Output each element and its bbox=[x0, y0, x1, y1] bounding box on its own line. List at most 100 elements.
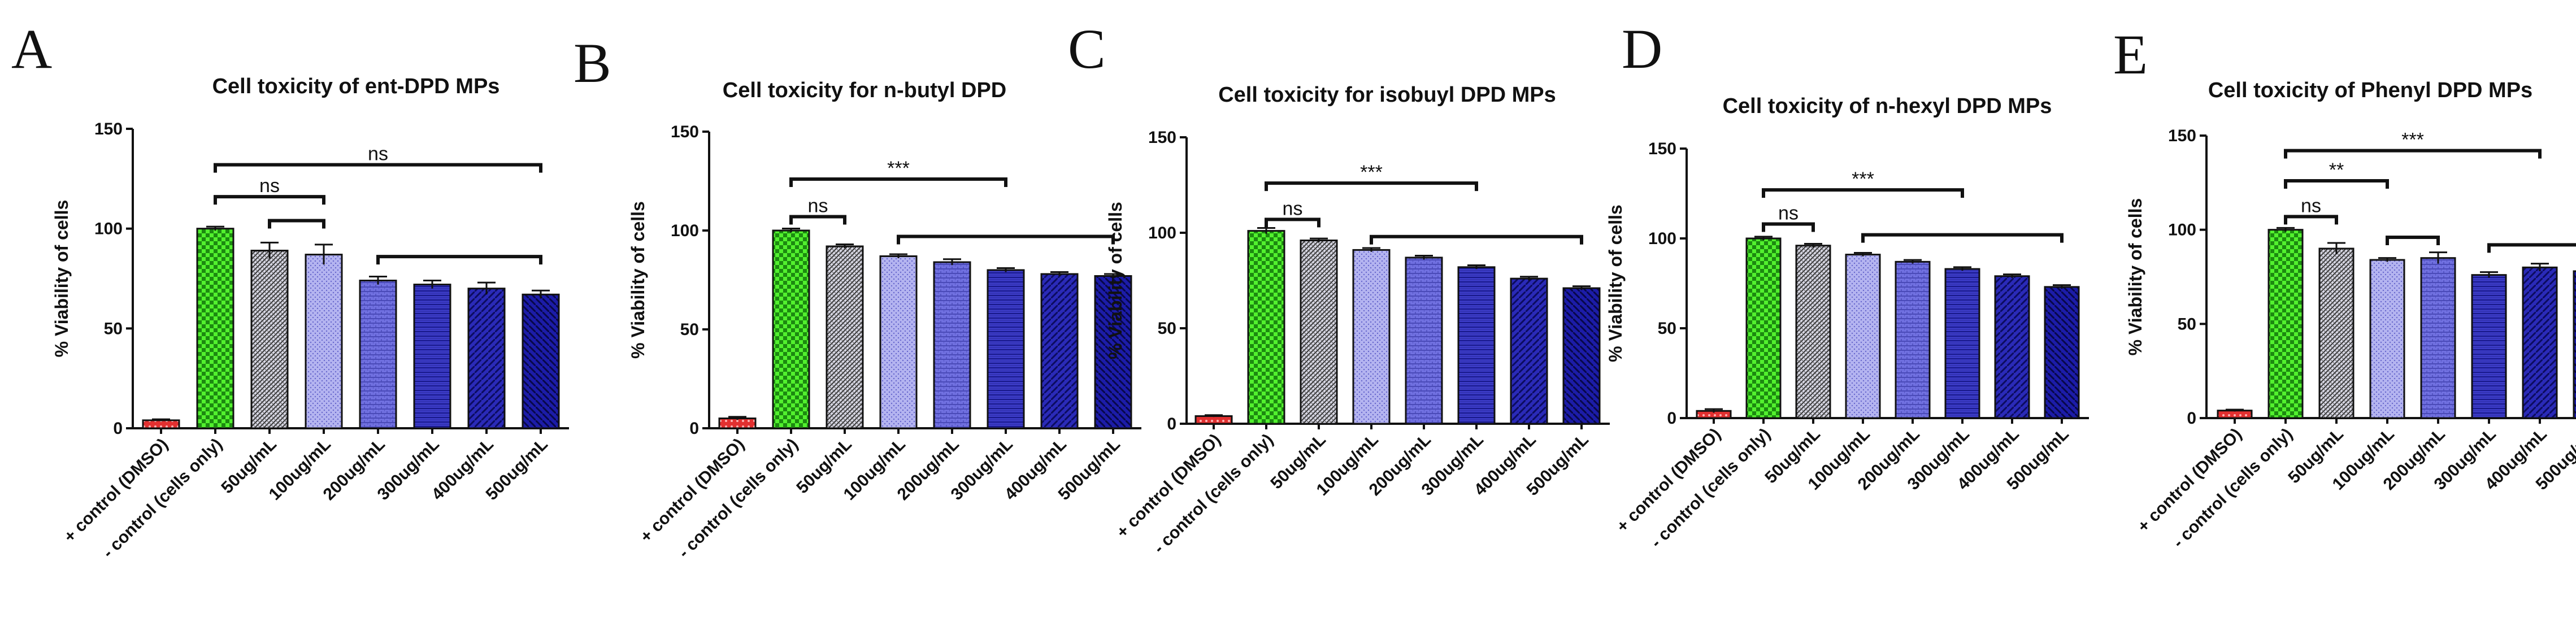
y-tick-label: 100 bbox=[2168, 221, 2196, 240]
error-bar bbox=[1362, 247, 1380, 252]
y-tick-label: 100 bbox=[1148, 224, 1176, 242]
error-bar bbox=[2480, 271, 2498, 278]
error-bar bbox=[1904, 259, 1922, 264]
significance-bracket bbox=[1762, 188, 1964, 198]
significance-bracket bbox=[2487, 243, 2576, 253]
bar-500ug-ml bbox=[1562, 287, 1601, 425]
bar-control-cells-only bbox=[2267, 229, 2304, 419]
significance-bracket bbox=[214, 163, 542, 173]
error-bar bbox=[728, 416, 746, 420]
panel-d: D Cell toxicity of n-hexyl DPD MPs % Viabi… bbox=[1605, 18, 2089, 551]
significance-bracket bbox=[2284, 179, 2389, 189]
error-bar bbox=[2277, 227, 2295, 232]
significance-bracket bbox=[2386, 236, 2440, 245]
bar-500ug-ml bbox=[2573, 270, 2576, 419]
bar-50ug-ml bbox=[826, 245, 864, 429]
error-bar bbox=[369, 275, 387, 285]
significance-bracket bbox=[1762, 222, 1815, 232]
bar-300ug-ml bbox=[1944, 268, 1980, 419]
error-bar bbox=[836, 244, 854, 249]
significance-label: ns bbox=[1778, 203, 1799, 224]
error-bar bbox=[1104, 273, 1122, 278]
x-tick-label: + control (DMSO) bbox=[60, 435, 172, 546]
error-bar bbox=[1854, 251, 1872, 257]
error-bar bbox=[997, 267, 1015, 272]
y-tick-label: 150 bbox=[671, 123, 699, 141]
bar-500ug-ml bbox=[2044, 286, 2080, 419]
bar-50ug-ml bbox=[1300, 240, 1338, 425]
error-bar bbox=[1953, 266, 1971, 271]
significance-bracket bbox=[789, 215, 846, 225]
error-bar bbox=[1050, 271, 1068, 276]
y-tick-label: 0 bbox=[1667, 409, 1676, 428]
error-bar bbox=[2378, 257, 2396, 262]
bar-300ug-ml bbox=[987, 269, 1025, 429]
x-tick-label: + control (DMSO) bbox=[637, 435, 748, 546]
y-axis-label: % Viability of cells bbox=[628, 201, 648, 359]
bar-control-dmso bbox=[142, 419, 180, 429]
significance-label: ns bbox=[2301, 195, 2321, 216]
panel-a: A Cell toxicity of ent-DPD MPs % Viability… bbox=[11, 18, 569, 562]
y-axis-label: % Viability of cells bbox=[51, 200, 72, 358]
panel-letter: E bbox=[2113, 23, 2148, 86]
chart-title: Cell toxicity of Phenyl DPD MPs bbox=[2208, 79, 2532, 102]
significance-bracket bbox=[268, 219, 325, 229]
significance-bracket bbox=[897, 234, 1115, 245]
bar-200ug-ml bbox=[1895, 260, 1931, 419]
bar-control-cells-only bbox=[1247, 230, 1285, 425]
y-axis-label: % Viability of cells bbox=[1105, 202, 1126, 359]
y-tick-label: 50 bbox=[1658, 319, 1676, 338]
y-axis-label: % Viability of cells bbox=[2125, 198, 2145, 356]
bar-100ug-ml bbox=[879, 255, 918, 429]
significance-label: ns bbox=[259, 175, 280, 197]
bar-200ug-ml bbox=[359, 280, 397, 429]
y-tick-label: 50 bbox=[104, 319, 123, 338]
y-tick-label: 50 bbox=[1158, 319, 1176, 338]
error-bar bbox=[260, 241, 279, 259]
y-tick-label: 150 bbox=[2168, 127, 2196, 145]
significance-label: ns bbox=[368, 144, 388, 165]
bar-control-dmso bbox=[2217, 410, 2253, 419]
bar-300ug-ml bbox=[1457, 266, 1496, 425]
y-tick-label: 100 bbox=[1648, 229, 1676, 248]
significance-bracket bbox=[1265, 181, 1478, 192]
error-bar bbox=[2053, 284, 2071, 289]
bar-control-cells-only bbox=[196, 228, 234, 429]
bar-control-cells-only bbox=[772, 229, 810, 429]
panel-letter: D bbox=[1622, 18, 1662, 80]
panel-letter: C bbox=[1068, 18, 1106, 80]
y-tick-label: 100 bbox=[94, 220, 123, 238]
y-axis-label: % Viability of cells bbox=[1605, 205, 1626, 362]
error-bar bbox=[2429, 251, 2447, 264]
bar-400ug-ml bbox=[2522, 266, 2558, 419]
error-bar bbox=[2327, 242, 2345, 254]
error-bar bbox=[782, 228, 800, 233]
bar-control-dmso bbox=[1194, 415, 1233, 425]
bar-50ug-ml bbox=[250, 250, 289, 429]
bar-300ug-ml bbox=[2471, 274, 2507, 419]
panel-c: C Cell toxicity for isobuyl DPD MPs % Viab… bbox=[1068, 18, 1610, 557]
chart-title: Cell toxicity for n-butyl DPD bbox=[723, 79, 1006, 102]
error-bar bbox=[2531, 263, 2549, 271]
y-tick-label: 150 bbox=[1148, 128, 1176, 147]
panel-letter: A bbox=[11, 18, 52, 80]
y-tick-label: 50 bbox=[2178, 315, 2196, 333]
significance-bracket bbox=[789, 177, 1007, 187]
error-bar bbox=[1415, 255, 1433, 260]
bar-50ug-ml bbox=[2318, 247, 2355, 419]
bar-control-cells-only bbox=[1745, 237, 1782, 419]
error-bar bbox=[477, 281, 496, 295]
panel-b: B Cell toxicity for n-butyl DPD % Viabilit… bbox=[574, 32, 1141, 562]
panel-e: E Cell toxicity of Phenyl DPD MPs % Viabil… bbox=[2113, 23, 2576, 551]
error-bar bbox=[206, 225, 224, 231]
bar-100ug-ml bbox=[305, 254, 343, 429]
significance-bracket bbox=[1370, 234, 1583, 245]
y-tick-label: 0 bbox=[1167, 415, 1176, 433]
bar-400ug-ml bbox=[1510, 277, 1548, 425]
error-bar bbox=[423, 280, 441, 289]
bar-200ug-ml bbox=[933, 261, 971, 429]
y-tick-label: 0 bbox=[2187, 409, 2196, 428]
bar-200ug-ml bbox=[2420, 257, 2456, 419]
y-tick-label: 150 bbox=[94, 120, 123, 138]
